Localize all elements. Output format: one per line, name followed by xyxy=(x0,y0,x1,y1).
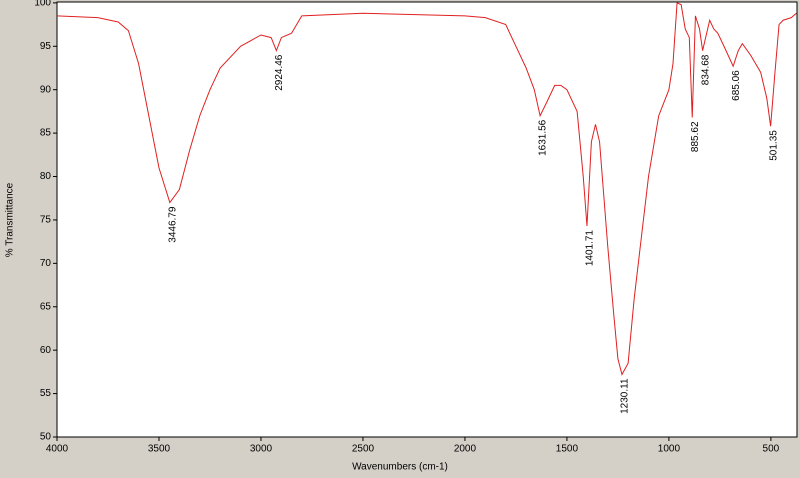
peak-label: 885.62 xyxy=(690,121,701,152)
y-tick-label: 90 xyxy=(40,84,52,95)
y-tick-label: 50 xyxy=(40,432,52,443)
y-tick-label: 75 xyxy=(40,215,52,226)
y-tick-label: 95 xyxy=(40,41,52,52)
peak-label: 501.35 xyxy=(768,130,779,161)
peak-label: 1401.71 xyxy=(585,230,596,267)
spectrum-line xyxy=(56,2,797,376)
y-tick-label: 85 xyxy=(40,128,52,139)
x-axis-label: Wavenumbers (cm-1) xyxy=(352,462,448,473)
plot-area xyxy=(56,1,798,438)
y-tick-label: 60 xyxy=(40,345,52,356)
y-tick-label: 80 xyxy=(40,171,52,182)
peak-label: 3446.79 xyxy=(167,206,178,243)
x-tick-label: 3000 xyxy=(250,444,273,455)
x-tick-label: 2500 xyxy=(352,444,375,455)
x-tick-label: 1500 xyxy=(556,444,579,455)
y-tick-label: 65 xyxy=(40,301,52,312)
y-tick-label: 70 xyxy=(40,258,52,269)
y-tick-label: 100 xyxy=(34,0,51,9)
x-tick-label: 500 xyxy=(763,444,780,455)
y-axis-label: % Transmittance xyxy=(5,182,16,257)
x-tick-label: 3500 xyxy=(148,444,171,455)
y-tick-label: 55 xyxy=(40,388,52,399)
peak-label: 2924.46 xyxy=(274,54,285,91)
x-tick-label: 1000 xyxy=(658,444,681,455)
peak-label: 1631.56 xyxy=(538,119,549,156)
x-tick-label: 2000 xyxy=(454,444,477,455)
peak-label: 1230.11 xyxy=(620,378,631,414)
peak-label: 685.06 xyxy=(731,70,742,101)
peak-label: 834.68 xyxy=(700,54,711,85)
x-tick-label: 4000 xyxy=(46,444,69,455)
